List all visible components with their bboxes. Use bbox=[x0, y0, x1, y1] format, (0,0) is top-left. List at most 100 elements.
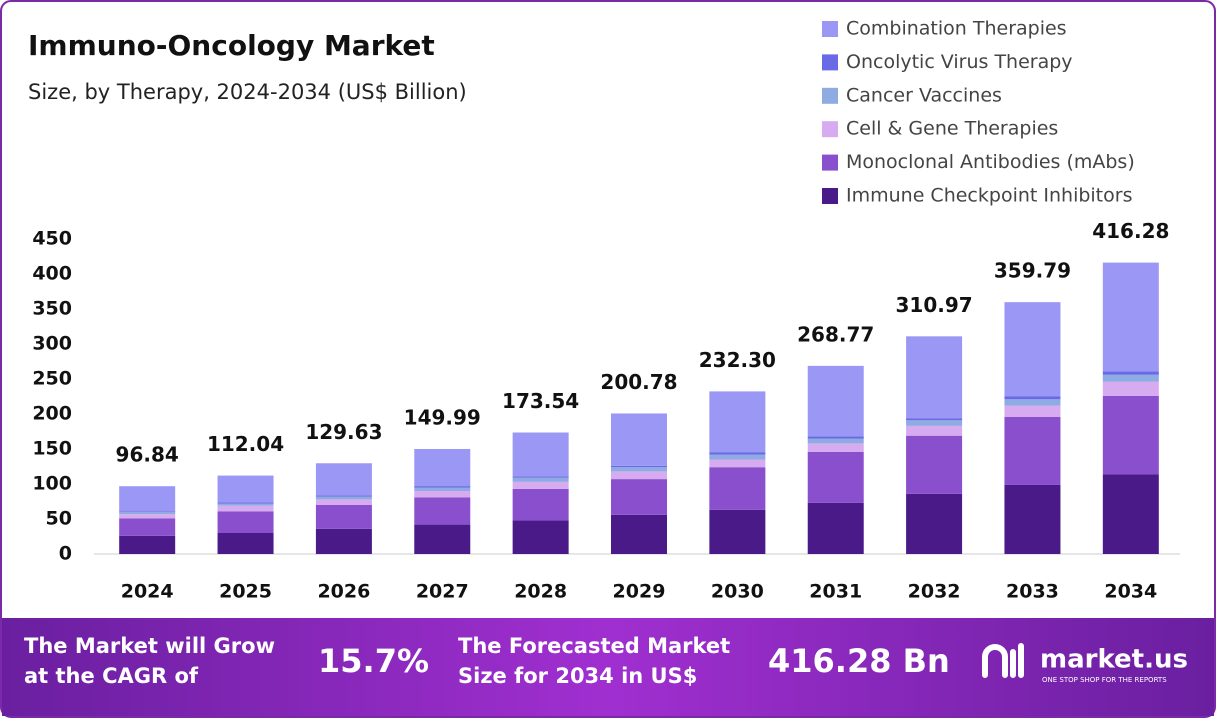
total-label: 359.79 bbox=[994, 259, 1071, 283]
bar-segment bbox=[611, 479, 667, 515]
tagline: ONE STOP SHOP FOR THE REPORTS bbox=[1042, 676, 1167, 684]
bar-segment bbox=[217, 505, 274, 512]
bar-segment bbox=[315, 496, 372, 500]
x-tick-label: 2033 bbox=[1006, 581, 1059, 603]
legend-label: Oncolytic Virus Therapy bbox=[846, 51, 1073, 73]
brand-logo bbox=[982, 643, 1024, 678]
bar-segment bbox=[119, 518, 176, 536]
bar-segment bbox=[217, 475, 274, 503]
y-tick-label: 50 bbox=[46, 508, 72, 530]
legend-label: Monoclonal Antibodies (mAbs) bbox=[846, 151, 1135, 173]
bar-segment bbox=[315, 528, 372, 554]
bar-segment bbox=[119, 512, 176, 515]
total-label: 200.78 bbox=[600, 370, 677, 394]
bar-segment bbox=[414, 449, 471, 487]
bar-segment bbox=[414, 524, 471, 554]
bar-segment bbox=[512, 520, 569, 554]
x-tick-label: 2027 bbox=[416, 581, 469, 603]
bar-segment bbox=[119, 535, 176, 554]
x-tick-label: 2032 bbox=[908, 581, 961, 603]
bar-segment bbox=[217, 503, 274, 506]
legend-swatch bbox=[822, 121, 838, 138]
forecast-text: The Forecasted Market bbox=[458, 634, 730, 658]
legend-swatch bbox=[822, 21, 838, 37]
bar-segment bbox=[1102, 374, 1159, 382]
bar-segment bbox=[906, 418, 963, 421]
x-tick-label: 2025 bbox=[219, 581, 272, 603]
bar-segment bbox=[709, 452, 766, 455]
bar-segment bbox=[807, 438, 864, 444]
bar-segment bbox=[611, 471, 667, 480]
y-tick-label: 300 bbox=[32, 333, 72, 355]
bar-segment bbox=[217, 511, 274, 533]
cagr-text: The Market will Grow bbox=[24, 634, 275, 658]
legend-label: Immune Checkpoint Inhibitors bbox=[846, 185, 1132, 207]
bar-segment bbox=[709, 509, 766, 554]
y-tick-label: 400 bbox=[32, 263, 72, 285]
bar-segment bbox=[1004, 302, 1061, 397]
bar-segment bbox=[512, 477, 569, 482]
cagr-text: at the CAGR of bbox=[24, 664, 199, 688]
bar-segment bbox=[906, 336, 963, 419]
total-label: 173.54 bbox=[502, 389, 579, 413]
bar-segment bbox=[611, 465, 667, 468]
bar-segment bbox=[414, 497, 471, 525]
legend-swatch bbox=[822, 54, 838, 71]
bar-segment bbox=[1102, 381, 1159, 396]
bar-segment bbox=[1004, 416, 1061, 485]
bar-segment bbox=[1102, 371, 1159, 375]
cagr-value: 15.7% bbox=[318, 642, 429, 680]
y-tick-label: 100 bbox=[32, 473, 72, 495]
total-label: 310.97 bbox=[895, 293, 972, 317]
x-tick-label: 2026 bbox=[317, 581, 370, 603]
forecast-value: 416.28 Bn bbox=[768, 642, 950, 680]
total-label: 268.77 bbox=[797, 322, 874, 346]
bar-segment bbox=[807, 451, 864, 503]
bar-segment bbox=[906, 435, 963, 494]
total-label: 96.84 bbox=[116, 443, 179, 467]
bar-segment bbox=[709, 459, 766, 468]
total-label: 232.30 bbox=[699, 348, 776, 372]
total-label: 416.28 bbox=[1092, 219, 1169, 243]
bar-segment bbox=[512, 488, 569, 521]
bar-segment bbox=[906, 425, 963, 436]
bar-segment bbox=[512, 432, 569, 477]
bar-segment bbox=[807, 502, 864, 554]
bar-segment bbox=[611, 514, 667, 554]
x-tick-label: 2030 bbox=[711, 581, 764, 603]
bar-segment bbox=[414, 491, 471, 498]
legend-swatch bbox=[822, 87, 838, 104]
x-tick-label: 2031 bbox=[809, 581, 862, 603]
bar-segment bbox=[709, 391, 766, 453]
total-label: 149.99 bbox=[404, 406, 481, 430]
bar-segment bbox=[315, 505, 372, 529]
legend-label: Cancer Vaccines bbox=[846, 84, 1002, 106]
bar-segment bbox=[807, 443, 864, 452]
bar-segment bbox=[119, 514, 176, 519]
bar-segment bbox=[709, 454, 766, 460]
bar-segment bbox=[1004, 484, 1061, 554]
bar-segment bbox=[807, 436, 864, 439]
x-tick-label: 2034 bbox=[1104, 581, 1157, 603]
bar-segment bbox=[611, 413, 667, 466]
bar-segment bbox=[414, 486, 471, 488]
bar-segment bbox=[1004, 405, 1061, 417]
y-tick-label: 350 bbox=[32, 298, 72, 320]
bar-segment bbox=[1102, 395, 1159, 475]
legend-swatch bbox=[822, 188, 838, 204]
bar-segment bbox=[119, 486, 176, 512]
total-label: 112.04 bbox=[207, 432, 284, 456]
bar-segment bbox=[414, 487, 471, 491]
x-tick-label: 2029 bbox=[613, 581, 666, 603]
brand: market.us bbox=[1040, 645, 1188, 675]
bar-segment bbox=[807, 365, 864, 437]
x-tick-label: 2024 bbox=[121, 581, 174, 603]
y-tick-label: 0 bbox=[59, 543, 72, 565]
forecast-text: Size for 2034 in US$ bbox=[458, 664, 697, 688]
legend-label: Combination Therapies bbox=[846, 18, 1067, 40]
chart-subtitle: Size, by Therapy, 2024-2034 (US$ Billion… bbox=[28, 80, 467, 104]
bar-segment bbox=[315, 495, 372, 497]
bar-segment bbox=[315, 499, 372, 505]
